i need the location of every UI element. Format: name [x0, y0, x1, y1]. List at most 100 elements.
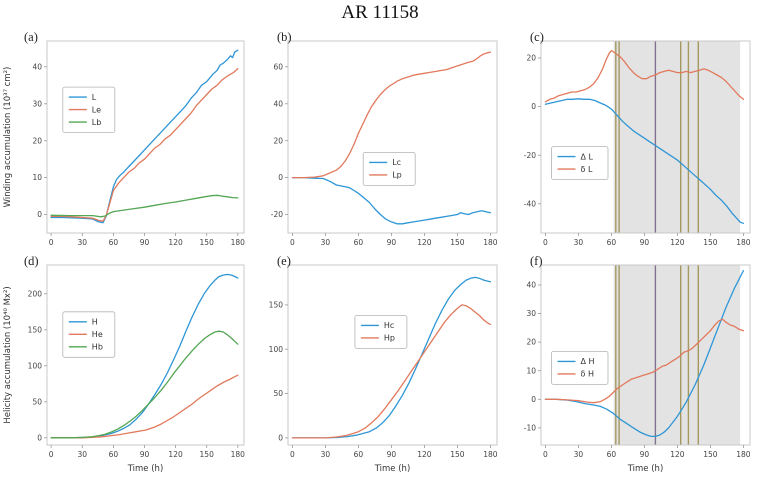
- svg-text:200: 200: [28, 289, 43, 298]
- figure-title: AR 11158: [341, 2, 419, 23]
- chart-f-canvas: 0 30 60 90 120 150 180 -10 0 10 20 30 40 Δ H δ H Time (…: [524, 264, 751, 474]
- svg-text:150: 150: [28, 325, 43, 334]
- panel-c: (c) 0 30 60 90 120 150 180 -40 -20 0 20 Δ L δ L: [506, 30, 759, 254]
- svg-text:40: 40: [526, 281, 536, 290]
- svg-text:L: L: [92, 93, 97, 102]
- svg-text:Helicity accumulation (10⁴⁰ Mx: Helicity accumulation (10⁴⁰ Mx²): [3, 286, 13, 423]
- svg-text:90: 90: [387, 238, 397, 247]
- svg-text:120: 120: [670, 450, 685, 459]
- svg-text:30: 30: [78, 238, 88, 247]
- panel-label-e: (e): [277, 254, 291, 268]
- svg-text:0: 0: [531, 102, 536, 111]
- svg-text:150: 150: [269, 301, 284, 310]
- svg-text:Δ H: Δ H: [581, 357, 595, 366]
- svg-text:He: He: [92, 330, 103, 339]
- svg-text:50: 50: [32, 397, 42, 406]
- svg-text:0: 0: [278, 173, 283, 182]
- svg-text:30: 30: [526, 309, 536, 318]
- svg-text:0: 0: [37, 433, 42, 442]
- svg-text:Lp: Lp: [392, 171, 402, 180]
- svg-text:Le: Le: [92, 105, 101, 114]
- svg-text:Lb: Lb: [92, 118, 102, 127]
- svg-text:120: 120: [168, 238, 183, 247]
- svg-text:60: 60: [273, 62, 283, 71]
- svg-text:Time (h): Time (h): [127, 464, 164, 474]
- svg-text:50: 50: [273, 389, 283, 398]
- svg-text:30: 30: [78, 450, 88, 459]
- svg-text:0: 0: [531, 395, 536, 404]
- svg-text:30: 30: [32, 99, 42, 108]
- panel-d: (d) 0 30 60 90 120 150 180 0 50 100 150 200 H He Hb Tim…: [0, 254, 253, 478]
- svg-text:Δ L: Δ L: [581, 152, 594, 161]
- svg-text:90: 90: [640, 238, 650, 247]
- svg-text:180: 180: [231, 238, 246, 247]
- svg-text:30: 30: [321, 450, 331, 459]
- svg-text:180: 180: [736, 238, 751, 247]
- svg-text:-10: -10: [524, 424, 536, 433]
- svg-text:30: 30: [321, 238, 331, 247]
- svg-text:90: 90: [140, 450, 150, 459]
- svg-text:30: 30: [574, 238, 584, 247]
- chart-c-canvas: 0 30 60 90 120 150 180 -40 -20 0 20 Δ L δ L: [524, 40, 751, 247]
- svg-text:100: 100: [28, 361, 43, 370]
- svg-text:20: 20: [526, 54, 536, 63]
- panel-label-d: (d): [24, 254, 39, 268]
- svg-text:180: 180: [736, 450, 751, 459]
- svg-text:0: 0: [543, 450, 548, 459]
- panel-label-a: (a): [24, 30, 38, 44]
- svg-text:60: 60: [109, 238, 119, 247]
- svg-text:60: 60: [607, 238, 617, 247]
- svg-text:120: 120: [417, 238, 432, 247]
- svg-text:10: 10: [526, 366, 536, 375]
- panel-label-f: (f): [530, 254, 543, 268]
- panel-b: (b) 0 30 60 90 120 150 180 -20 0 20 40 60 Lc Lp: [253, 30, 506, 254]
- svg-text:0: 0: [290, 450, 295, 459]
- svg-text:100: 100: [269, 345, 284, 354]
- chart-b-canvas: 0 30 60 90 120 150 180 -20 0 20 40 60 Lc Lp: [271, 40, 498, 247]
- svg-text:60: 60: [607, 450, 617, 459]
- subplot-grid: (a) 0 30 60 90 120 150 180 0 10 20 30 40 L Le Lb Windin…: [0, 30, 760, 478]
- svg-text:0: 0: [49, 238, 54, 247]
- svg-text:150: 150: [703, 238, 718, 247]
- svg-text:0: 0: [37, 210, 42, 219]
- svg-text:150: 150: [450, 238, 465, 247]
- svg-text:Time (h): Time (h): [627, 464, 664, 474]
- svg-text:δ H: δ H: [581, 370, 594, 379]
- svg-text:60: 60: [109, 450, 119, 459]
- panel-f: (f) 0 30 60 90 120 150 180 -10 0 10 20 30 40 Δ H δ H Ti…: [506, 254, 759, 478]
- svg-text:δ L: δ L: [581, 165, 593, 174]
- svg-text:H: H: [92, 318, 98, 327]
- svg-text:90: 90: [640, 450, 650, 459]
- svg-text:150: 150: [200, 450, 215, 459]
- svg-text:Hb: Hb: [92, 343, 103, 352]
- svg-text:0: 0: [278, 434, 283, 443]
- svg-text:Winding accumulation (10³⁷ cm²: Winding accumulation (10³⁷ cm²): [3, 67, 13, 208]
- svg-text:10: 10: [32, 173, 42, 182]
- chart-e-canvas: 0 30 60 90 120 150 180 0 50 100 150 Hc Hp Time (h): [269, 264, 498, 474]
- svg-text:150: 150: [703, 450, 718, 459]
- svg-text:Time (h): Time (h): [374, 464, 411, 474]
- svg-text:-20: -20: [524, 151, 536, 160]
- svg-text:90: 90: [387, 450, 397, 459]
- panel-e: (e) 0 30 60 90 120 150 180 0 50 100 150 Hc Hp Time (h…: [253, 254, 506, 478]
- svg-text:40: 40: [273, 99, 283, 108]
- svg-text:120: 120: [417, 450, 432, 459]
- svg-text:0: 0: [49, 450, 54, 459]
- svg-text:150: 150: [200, 238, 215, 247]
- svg-text:0: 0: [290, 238, 295, 247]
- svg-text:0: 0: [543, 238, 548, 247]
- chart-a-canvas: 0 30 60 90 120 150 180 0 10 20 30 40 L Le Lb Winding ac…: [3, 40, 246, 247]
- chart-d-canvas: 0 30 60 90 120 150 180 0 50 100 150 200 H He Hb Time (h…: [3, 264, 245, 474]
- panel-label-b: (b): [277, 30, 292, 44]
- svg-text:40: 40: [32, 62, 42, 71]
- svg-text:20: 20: [526, 338, 536, 347]
- svg-text:Hp: Hp: [384, 334, 395, 343]
- panel-label-c: (c): [530, 30, 544, 44]
- svg-text:30: 30: [574, 450, 584, 459]
- svg-text:180: 180: [483, 238, 498, 247]
- svg-text:20: 20: [32, 136, 42, 145]
- svg-text:180: 180: [483, 450, 498, 459]
- svg-text:60: 60: [354, 450, 364, 459]
- svg-text:-20: -20: [271, 210, 283, 219]
